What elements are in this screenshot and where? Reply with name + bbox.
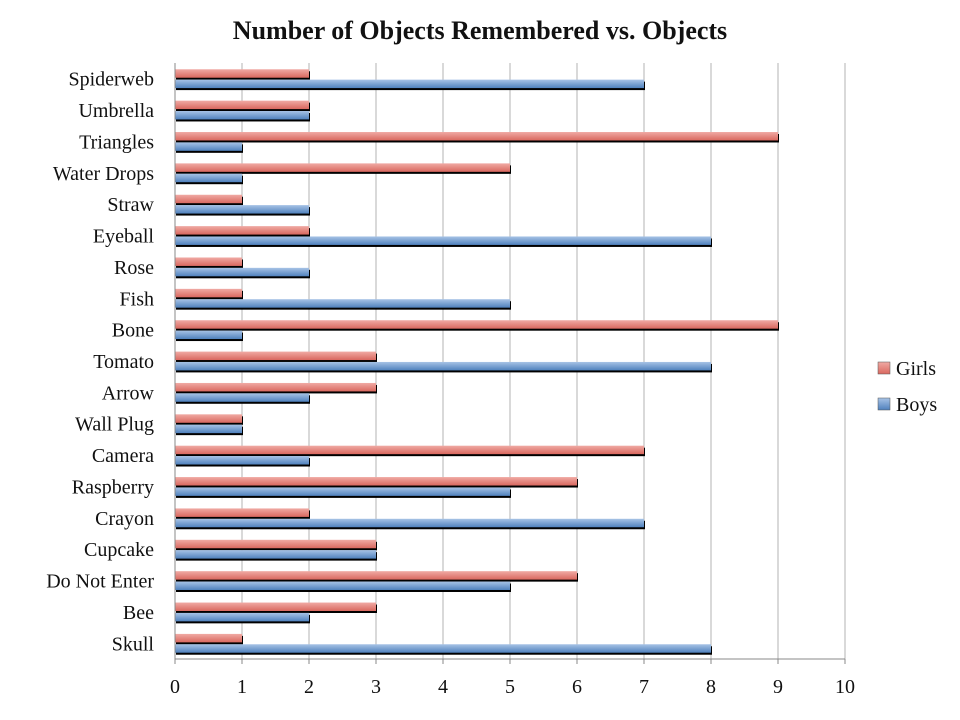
- legend-label-boys: Boys: [896, 394, 937, 416]
- category-label: Cupcake: [84, 539, 154, 561]
- category-label: Tomato: [93, 351, 154, 373]
- bars: [175, 69, 779, 655]
- bar-girls: [175, 257, 242, 266]
- bar-boys: [175, 361, 711, 371]
- legend-swatch-boys: [877, 397, 891, 411]
- bar-boys: [175, 299, 510, 308]
- bar-boys: [175, 267, 309, 277]
- bar-boys: [175, 79, 644, 89]
- x-tick-labels: 0 1 2 3 4 5 6 7 8 9 10: [170, 676, 855, 698]
- bar-girls: [175, 382, 376, 392]
- bar-boys: [175, 518, 644, 528]
- bar-girls: [175, 132, 778, 141]
- bar-girls: [175, 602, 376, 612]
- bar-girls: [175, 69, 309, 78]
- bar-boys: [175, 424, 242, 434]
- category-label: Camera: [92, 445, 154, 467]
- x-tick-label: 4: [438, 676, 448, 698]
- category-label: Water Drops: [53, 163, 154, 185]
- bar-girls: [175, 163, 510, 172]
- bar-girls: [175, 445, 644, 455]
- bar-girls: [175, 194, 242, 204]
- x-tick-label: 3: [371, 676, 381, 698]
- category-label: Fish: [120, 288, 154, 310]
- x-tick-label: 2: [304, 676, 314, 698]
- bar-boys: [175, 173, 242, 183]
- bar-boys: [175, 550, 376, 559]
- x-tick-label: 6: [572, 676, 582, 698]
- bar-girls: [175, 539, 376, 549]
- bar-girls: [175, 100, 309, 110]
- bar-girls: [175, 633, 242, 643]
- category-label: Wall Plug: [75, 414, 154, 436]
- bar-girls: [175, 226, 309, 235]
- bar-boys: [175, 110, 309, 120]
- axes: [174, 63, 846, 664]
- category-label: Spiderweb: [68, 69, 154, 91]
- category-label: Rose: [114, 257, 154, 279]
- x-tick-label: 10: [835, 676, 855, 698]
- bar-girls: [175, 508, 309, 517]
- bar-boys: [175, 393, 309, 402]
- category-label: Skull: [112, 633, 155, 655]
- category-label: Eyeball: [93, 226, 155, 248]
- x-tick-label: 0: [170, 676, 180, 698]
- bar-boys: [175, 142, 242, 151]
- x-tick-label: 1: [237, 676, 247, 698]
- legend-label-girls: Girls: [896, 358, 936, 380]
- category-label: Triangles: [79, 131, 154, 153]
- bar-boys: [175, 456, 309, 465]
- bar-girls: [175, 477, 577, 486]
- bar-boys: [175, 644, 711, 653]
- bar-boys: [175, 612, 309, 622]
- bar-boys: [175, 236, 711, 245]
- category-label: Arrow: [102, 382, 155, 404]
- bar-boys: [175, 581, 510, 590]
- legend-swatch-girls: [877, 361, 891, 375]
- bar-boys: [175, 330, 242, 340]
- category-label: Straw: [107, 194, 154, 216]
- legend: Girls Boys: [877, 358, 937, 416]
- bar-boys: [175, 205, 309, 214]
- category-labels: Spiderweb Umbrella Triangles Water Drops Str…: [46, 69, 154, 656]
- bar-girls: [175, 288, 242, 298]
- chart-title: Number of Objects Remembered vs. Objects: [233, 16, 727, 45]
- bar-boys: [175, 487, 510, 496]
- x-tick-label: 7: [639, 676, 649, 698]
- gridlines: [241, 63, 846, 659]
- bar-girls: [175, 351, 376, 361]
- category-label: Crayon: [95, 508, 154, 530]
- x-tick-label: 8: [706, 676, 716, 698]
- category-label: Umbrella: [78, 100, 154, 122]
- x-tick-label: 5: [505, 676, 515, 698]
- category-label: Bone: [112, 320, 154, 342]
- bar-girls: [175, 571, 577, 580]
- bar-girls: [175, 414, 242, 423]
- category-label: Bee: [123, 602, 154, 624]
- category-label: Raspberry: [72, 476, 154, 498]
- category-label: Do Not Enter: [46, 571, 154, 593]
- x-tick-label: 9: [773, 676, 783, 698]
- bar-girls: [175, 320, 778, 329]
